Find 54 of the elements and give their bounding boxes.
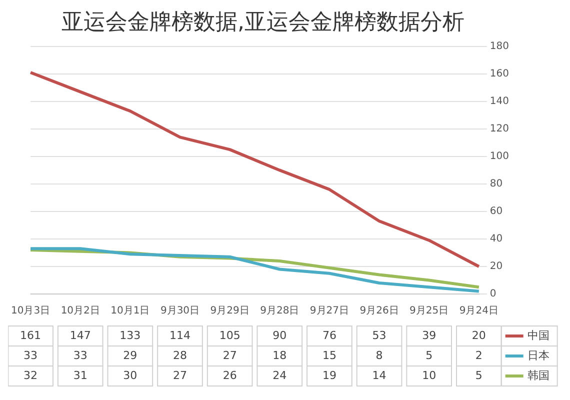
x-tick-label: 10月2日: [60, 306, 100, 317]
data-label: 105: [219, 328, 240, 342]
y-tick-label: 140: [490, 96, 510, 108]
x-tick-label: 10月3日: [10, 306, 50, 317]
data-label: 8: [376, 348, 383, 362]
legend-label: 日本: [527, 348, 550, 362]
data-label: 26: [222, 368, 237, 382]
chart-title: 亚运会金牌榜数据,亚运会金牌榜数据分析: [62, 10, 464, 35]
x-tick-label: 9月27日: [310, 306, 350, 317]
y-tick-label: 120: [490, 124, 510, 135]
x-tick-label: 9月25日: [410, 306, 449, 317]
y-tick-label: 40: [490, 234, 503, 245]
data-label: 14: [372, 368, 386, 382]
data-label: 20: [472, 328, 486, 342]
data-label: 2: [475, 348, 482, 362]
data-label: 18: [272, 348, 287, 362]
data-label: 33: [73, 348, 88, 362]
y-tick-label: 0: [490, 288, 496, 300]
y-tick-label: 60: [490, 206, 503, 218]
data-label: 39: [422, 328, 436, 342]
data-label: 53: [372, 328, 386, 342]
legend-label: 中国: [527, 328, 550, 342]
data-label: 31: [73, 368, 88, 382]
data-label: 147: [70, 328, 91, 342]
data-label: 19: [322, 368, 336, 382]
x-tick-label: 9月26日: [360, 306, 399, 317]
data-label: 161: [20, 328, 42, 342]
data-label: 27: [222, 348, 237, 362]
y-tick-label: 100: [490, 151, 510, 162]
x-tick-label: 10月1日: [110, 306, 150, 317]
data-label: 28: [173, 348, 187, 362]
data-label: 15: [322, 348, 336, 362]
y-tick-label: 180: [490, 40, 510, 52]
data-label: 32: [24, 368, 38, 382]
data-label: 33: [24, 348, 38, 362]
y-tick-label: 80: [490, 178, 503, 190]
x-tick-label: 9月29日: [210, 306, 250, 317]
data-label: 29: [123, 348, 138, 362]
y-tick-label: 20: [490, 261, 503, 272]
data-label: 5: [426, 348, 433, 362]
data-label: 114: [170, 328, 190, 342]
legend-label: 韩国: [527, 368, 550, 382]
data-label: 27: [173, 368, 187, 382]
data-label: 10: [422, 368, 436, 382]
x-tick-label: 9月24日: [459, 306, 498, 317]
data-label: 90: [272, 328, 287, 342]
data-label: 76: [322, 328, 336, 342]
data-label: 5: [475, 368, 482, 382]
y-tick-label: 160: [490, 68, 510, 80]
data-label: 30: [123, 368, 138, 382]
data-label: 24: [272, 368, 287, 382]
data-label: 133: [120, 328, 141, 342]
x-tick-label: 9月30日: [160, 306, 200, 317]
x-tick-label: 9月28日: [260, 306, 300, 317]
